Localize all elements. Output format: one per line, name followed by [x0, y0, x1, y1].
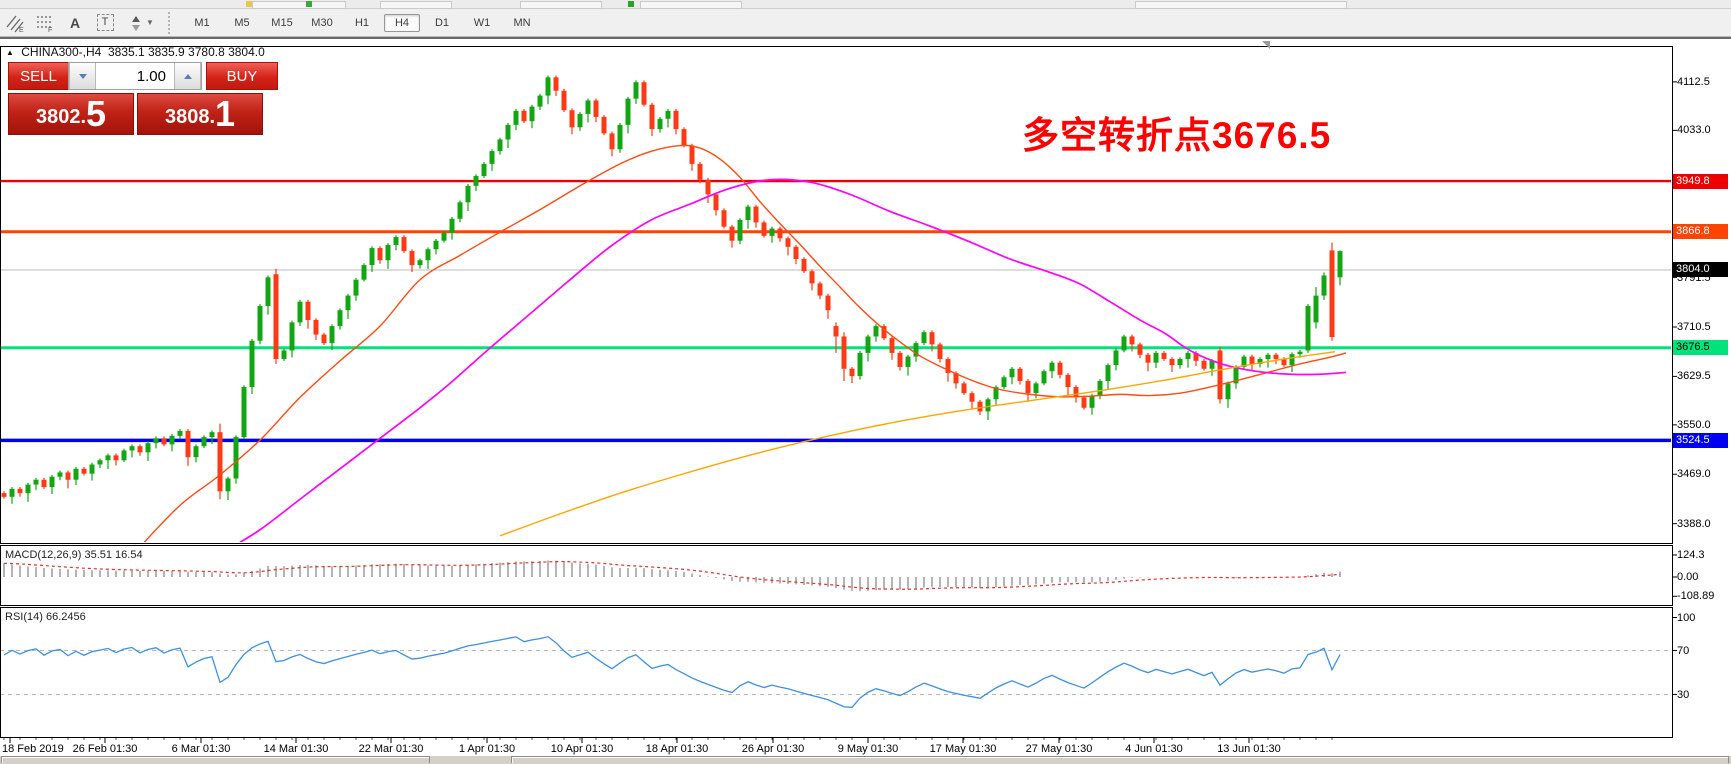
date-tick-label: 18 Feb 2019 — [2, 743, 64, 755]
price-tick-label: 3469.0 — [1677, 468, 1711, 481]
timeframe-button-m15[interactable]: M15 — [271, 16, 293, 29]
toolbar-field-fragment — [380, 1, 452, 9]
date-tick-label: 26 Feb 01:30 — [72, 743, 138, 755]
symbol-ohlc: 3835.1 3835.9 3780.8 3804.0 — [107, 45, 265, 59]
volume-spinner — [68, 62, 202, 90]
fibonacci-icon[interactable]: F — [32, 12, 58, 34]
timeframe-button-m5[interactable]: M5 — [234, 16, 250, 29]
timeframe-button-m1[interactable]: M1 — [194, 16, 210, 29]
timeframe-group: M1 M5 M15 M30 H1 H4 D1 W1 MN — [182, 13, 542, 32]
price-tick-label: 3710.5 — [1677, 321, 1711, 333]
toolbar-color-mark — [306, 1, 312, 7]
date-tick-label: 17 May 01:30 — [929, 743, 997, 755]
timeframe-button-h1[interactable]: H1 — [354, 16, 370, 29]
date-tick-label: 14 Mar 01:30 — [263, 743, 329, 755]
volume-input[interactable] — [96, 63, 174, 89]
date-tick-label: 18 Apr 01:30 — [645, 743, 709, 755]
price-tick-label: 4033.0 — [1677, 124, 1711, 137]
date-tick-label: 27 May 01:30 — [1025, 743, 1093, 755]
date-tick-label: 4 Jun 01:30 — [1125, 743, 1183, 755]
date-tick-label: 26 Apr 01:30 — [741, 743, 805, 755]
price-line-badge: 3524.5 — [1673, 432, 1728, 448]
price-chart-canvas[interactable] — [0, 39, 1731, 764]
macd-tick-label: 124.3 — [1677, 548, 1705, 561]
rsi-tick-label: 100 — [1677, 611, 1696, 624]
price-line-badge: 3676.5 — [1673, 340, 1728, 356]
price-tick-label: 4112.5 — [1677, 75, 1710, 88]
bottom-tabs-fragment — [0, 756, 1731, 764]
arrow-up-icon — [183, 73, 192, 79]
timeframe-button-m30[interactable]: M30 — [311, 16, 333, 29]
date-tick-label: 22 Mar 01:30 — [358, 743, 424, 755]
price-tick-label: 3388.0 — [1677, 517, 1711, 530]
price-tick-label: 3629.5 — [1677, 370, 1711, 383]
collapse-triangle-icon[interactable]: ▲ — [6, 48, 14, 57]
text-box-icon[interactable]: T — [92, 12, 118, 34]
chart-toolbar: E F A T ▼ M1 M5 M15 M30 H1 H4 D1 W1 MN — [0, 9, 1731, 37]
arrow-down-icon — [78, 73, 87, 79]
buy-price-main: 3808. — [164, 106, 216, 128]
buy-price-tile[interactable]: 3808. 1 — [137, 93, 263, 135]
date-tick-label: 6 Mar 01:30 — [171, 743, 231, 755]
timeframe-button-mn[interactable]: MN — [513, 16, 531, 29]
toolbar-field-fragment — [640, 1, 742, 9]
sell-button[interactable]: SELL — [8, 62, 68, 90]
rsi-tick-label: 30 — [1677, 688, 1690, 701]
price-line-badge: 3866.8 — [1673, 224, 1728, 240]
sell-price-tile[interactable]: 3802. 5 — [8, 93, 134, 135]
text-label-icon[interactable]: A — [69, 14, 81, 31]
chart-annotation-text: 多空转折点3676.5 — [1022, 115, 1332, 156]
macd-tick-label: -108.89 — [1677, 590, 1715, 603]
arrows-tool-icon[interactable]: ▼ — [122, 12, 160, 34]
date-tick-label: 9 May 01:30 — [837, 743, 899, 755]
date-tick-label: 10 Apr 01:30 — [550, 743, 614, 755]
price-line-badge: 3949.8 — [1673, 173, 1728, 189]
timeframe-button-d1[interactable]: D1 — [434, 16, 450, 29]
toolbar-field-fragment — [252, 1, 346, 9]
svg-text:E: E — [19, 27, 24, 33]
timeframe-button-h4[interactable]: H4 — [384, 13, 420, 32]
ma-mid-line — [238, 178, 1347, 542]
svg-text:F: F — [48, 27, 52, 33]
bottom-tab-segment[interactable] — [1, 756, 430, 763]
buy-price-big-digit: 1 — [215, 93, 236, 134]
toolbar-field-fragment — [520, 1, 602, 9]
rsi-tick-label: 70 — [1677, 644, 1690, 657]
top-toolbar-fragment — [0, 0, 1731, 9]
buy-button[interactable]: BUY — [206, 62, 278, 90]
volume-decrease-button[interactable] — [69, 63, 96, 89]
toolbar-separator — [168, 11, 176, 34]
chart-symbol-title: ▲ CHINA300-,H4 3835.1 3835.9 3780.8 3804… — [6, 45, 265, 59]
sell-price-big-digit: 5 — [86, 93, 107, 134]
ma-fast-line — [143, 144, 1347, 542]
toolbar-color-mark — [628, 1, 634, 7]
one-click-trading-panel: SELL BUY 3802.5 3808.1 — [8, 62, 293, 135]
timeframe-button-w1[interactable]: W1 — [473, 16, 491, 29]
symbol-name: CHINA300-,H4 — [21, 45, 102, 59]
ma-slow-line — [499, 351, 1336, 537]
bottom-tab-segment[interactable] — [511, 756, 1729, 763]
date-tick-label: 13 Jun 01:30 — [1217, 743, 1281, 755]
toolbar-field-fragment — [1135, 1, 1347, 9]
macd-indicator-label: MACD(12,26,9) 35.51 16.54 — [5, 549, 143, 561]
macd-tick-label: 0.00 — [1677, 571, 1699, 583]
chevron-down-icon: ▼ — [146, 18, 154, 27]
sell-price-main: 3802. — [35, 106, 87, 128]
price-tick-label: 3550.0 — [1677, 418, 1711, 431]
price-line-badge: 3804.0 — [1673, 262, 1728, 278]
chart-window[interactable]: ▲ CHINA300-,H4 3835.1 3835.9 3780.8 3804… — [0, 37, 1731, 764]
date-tick-label: 1 Apr 01:30 — [458, 743, 516, 755]
volume-increase-button[interactable] — [174, 63, 201, 89]
channels-icon[interactable]: E — [2, 12, 28, 34]
toolbar-color-mark — [246, 1, 252, 7]
rsi-indicator-label: RSI(14) 66.2456 — [5, 611, 86, 623]
